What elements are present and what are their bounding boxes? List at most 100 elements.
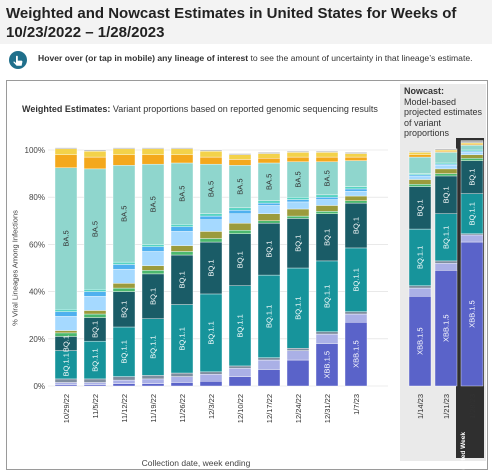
bar-segment [141, 265, 165, 271]
bar-segment [170, 148, 194, 155]
bar-segment [112, 268, 136, 284]
segment-label: BQ.1 [468, 169, 477, 186]
nowcast-title: Nowcast: Model-based projected estimates … [404, 86, 488, 139]
bar-segment [434, 260, 458, 264]
bar-segment [199, 374, 223, 382]
bar-segment [315, 150, 339, 153]
bar-segment [286, 156, 310, 163]
bar-segment [228, 376, 252, 387]
bar-segment [344, 156, 368, 161]
x-tick-label: 1/21/23 [442, 394, 451, 419]
x-tick-label: 1/7/23 [352, 394, 361, 415]
page-title: Weighted and Nowcast Estimates in United… [6, 5, 457, 41]
segment-label: BQ.1.1 [178, 327, 187, 350]
bar-segment [286, 150, 310, 153]
bar-segment [170, 372, 194, 377]
x-tick-label: 12/10/22 [236, 394, 245, 423]
bar-segment [460, 152, 484, 155]
bar-segment [286, 199, 310, 203]
bar-segment [257, 205, 281, 214]
bar-segment [199, 215, 223, 220]
bar-segment [112, 379, 136, 384]
segment-label: BA.5 [178, 186, 187, 202]
y-tick-label: 100% [25, 146, 45, 155]
bar-segment [408, 184, 432, 187]
bar-segment [83, 382, 107, 386]
segment-label: XBB.1.5 [468, 300, 477, 328]
hint-bold: Hover over (or tap in mobile) any lineag… [38, 53, 249, 63]
bar-segment [408, 154, 432, 158]
bar-segment [199, 149, 223, 152]
bar-segment [228, 154, 252, 160]
segment-label: BQ.1 [62, 335, 71, 352]
bar-segment [408, 152, 432, 155]
bar-segment [83, 378, 107, 383]
bar-segment [460, 154, 484, 159]
bar-segment [257, 200, 281, 204]
bar-segment [141, 244, 165, 247]
bar-segment [408, 150, 432, 153]
segment-label: XBB.1.5 [323, 351, 332, 379]
bar-segment [170, 226, 194, 232]
segment-label: BQ.1.1 [207, 321, 216, 344]
pointer-hand-icon [9, 51, 27, 69]
segment-label: BA.5 [62, 230, 71, 246]
bar-segment [434, 263, 458, 271]
hint-rest: to see the amount of uncertainty in that… [248, 53, 473, 63]
bar-segment [344, 311, 368, 315]
bar-segment [228, 207, 252, 211]
bar-segment [434, 168, 458, 174]
segment-label: BA.5 [323, 170, 332, 186]
segment-label: BQ.1 [294, 235, 303, 252]
segment-label: BA.5 [207, 181, 216, 197]
y-tick-label: 0% [33, 382, 45, 391]
y-tick-label: 20% [29, 335, 45, 344]
bar-segment [54, 309, 78, 312]
bar-segment [199, 371, 223, 375]
segment-label: BA.5 [120, 206, 129, 222]
bar-segment [408, 156, 432, 174]
segment-label: BA.5 [149, 196, 158, 212]
segment-label: BQ.1 [149, 288, 158, 305]
bar-segment [141, 148, 165, 155]
chart-frame [6, 80, 488, 470]
bar-segment [83, 156, 107, 170]
bar-segment [112, 264, 136, 270]
bar-segment [112, 148, 136, 155]
bar-segment [315, 194, 339, 198]
bar-segment [315, 156, 339, 163]
bar-segment [460, 145, 484, 151]
bar-segment [315, 196, 339, 200]
bar-segment [257, 220, 281, 224]
bar-segment [408, 285, 432, 289]
bar-segment [170, 147, 194, 150]
bar-segment [286, 350, 310, 361]
y-tick-label: 80% [29, 193, 45, 202]
bar-segment [286, 359, 310, 387]
bar-segment [170, 251, 194, 256]
bar-segment [315, 205, 339, 212]
segment-label: BA.5 [265, 174, 274, 190]
bar-segment [344, 200, 368, 204]
bar-segment [112, 283, 136, 289]
segment-label: BQ.1.1 [120, 340, 129, 363]
x-tick-label: 1/14/23 [416, 394, 425, 419]
bar-segment [112, 147, 136, 150]
bar-segment [199, 156, 223, 165]
segment-label: BQ.1.1 [149, 335, 158, 358]
segment-label: BQ.1.1 [236, 314, 245, 337]
bar-segment [257, 359, 281, 370]
bar-segment [170, 154, 194, 164]
bar-segment [460, 234, 484, 243]
bar-segment [112, 376, 136, 381]
bar-segment [286, 208, 310, 217]
hint-text: Hover over (or tap in mobile) any lineag… [38, 53, 473, 63]
segment-label: BQ.1 [265, 241, 274, 258]
segment-label: BQ.1.1 [352, 268, 361, 291]
bar-segment [344, 152, 368, 154]
segment-label: BQ.1.1 [62, 353, 71, 376]
bar-segment [54, 330, 78, 334]
x-tick-label: 11/5/22 [91, 394, 100, 418]
bar-segment [54, 148, 78, 155]
